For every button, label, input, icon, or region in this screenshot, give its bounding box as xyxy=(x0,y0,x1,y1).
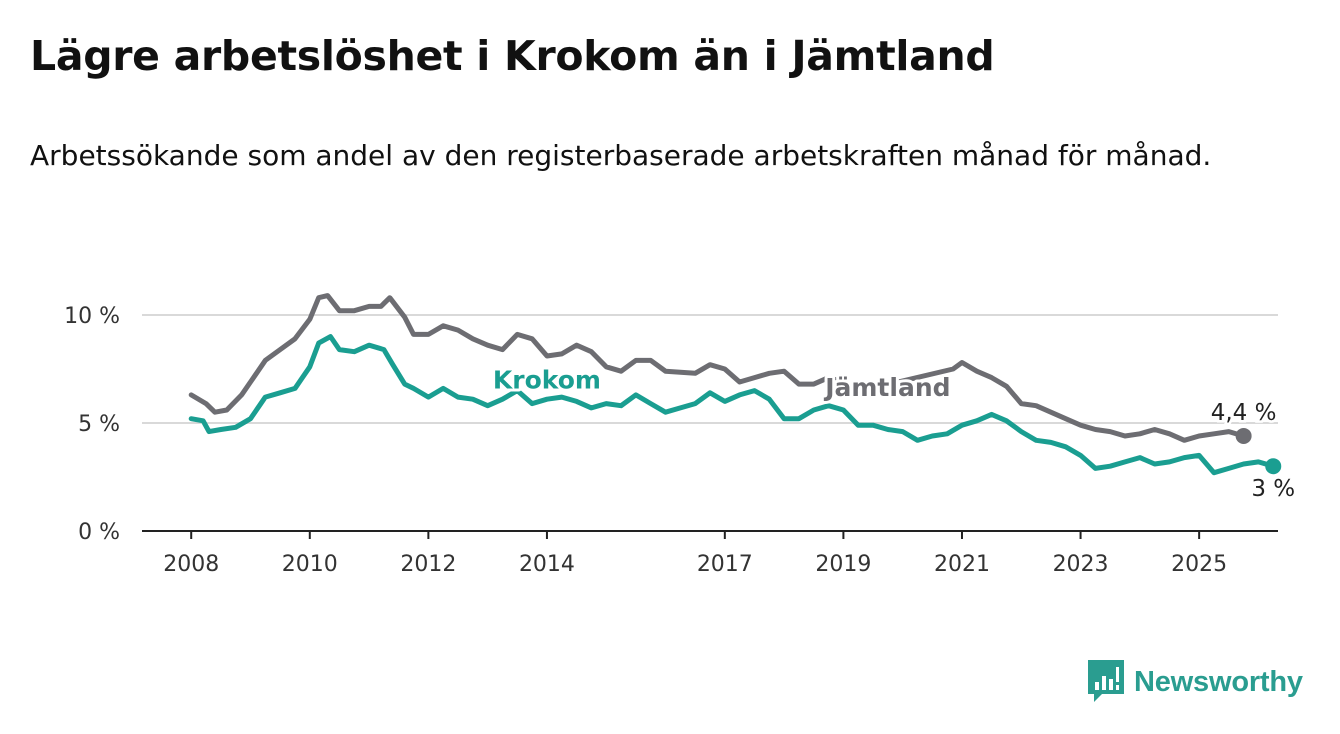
x-tick-label: 2010 xyxy=(282,552,338,577)
x-tick-label: 2014 xyxy=(519,552,575,577)
chart-title: Lägre arbetslöshet i Krokom än i Jämtlan… xyxy=(30,32,995,80)
end-point-jamtland xyxy=(1235,427,1252,444)
x-tick-label: 2012 xyxy=(400,552,456,577)
y-tick-label: 10 % xyxy=(64,304,120,329)
x-tick-label: 2025 xyxy=(1171,552,1227,577)
newsworthy-logo: Newsworthy xyxy=(1088,660,1303,704)
end-value-label-krokom: 3 % xyxy=(1251,476,1295,502)
gridlines xyxy=(142,314,1278,424)
series-line-krokom xyxy=(188,334,1276,476)
end-value-label-jamtland: 4,4 % xyxy=(1211,400,1277,426)
x-tick-label: 2019 xyxy=(815,552,871,577)
x-tick-label: 2023 xyxy=(1053,552,1109,577)
series-lines xyxy=(188,293,1282,476)
x-tick-label: 2021 xyxy=(934,552,990,577)
x-tick-label: 2008 xyxy=(163,552,219,577)
y-tick-label: 0 % xyxy=(78,520,120,545)
x-tick-label: 2017 xyxy=(697,552,753,577)
series-name-krokom: Krokom xyxy=(493,365,601,394)
x-axis: 2008 2010 2012 2014 2017 2019 2021 2023 2025 xyxy=(142,530,1278,577)
series-name-jamtland: Jämtland xyxy=(823,373,950,402)
y-tick-label: 5 % xyxy=(78,412,120,437)
newsworthy-icon xyxy=(1088,660,1124,702)
series-line-jamtland xyxy=(188,293,1247,443)
brand-name: Newsworthy xyxy=(1134,665,1303,698)
chart-subtitle: Arbetssökande som andel av den registerb… xyxy=(30,139,1212,172)
end-point-krokom xyxy=(1265,458,1282,475)
series-labels: Jämtland 4,4 % Krokom 3 % xyxy=(490,362,1298,504)
y-axis-tick-labels: 0 % 5 % 10 % xyxy=(64,304,120,545)
